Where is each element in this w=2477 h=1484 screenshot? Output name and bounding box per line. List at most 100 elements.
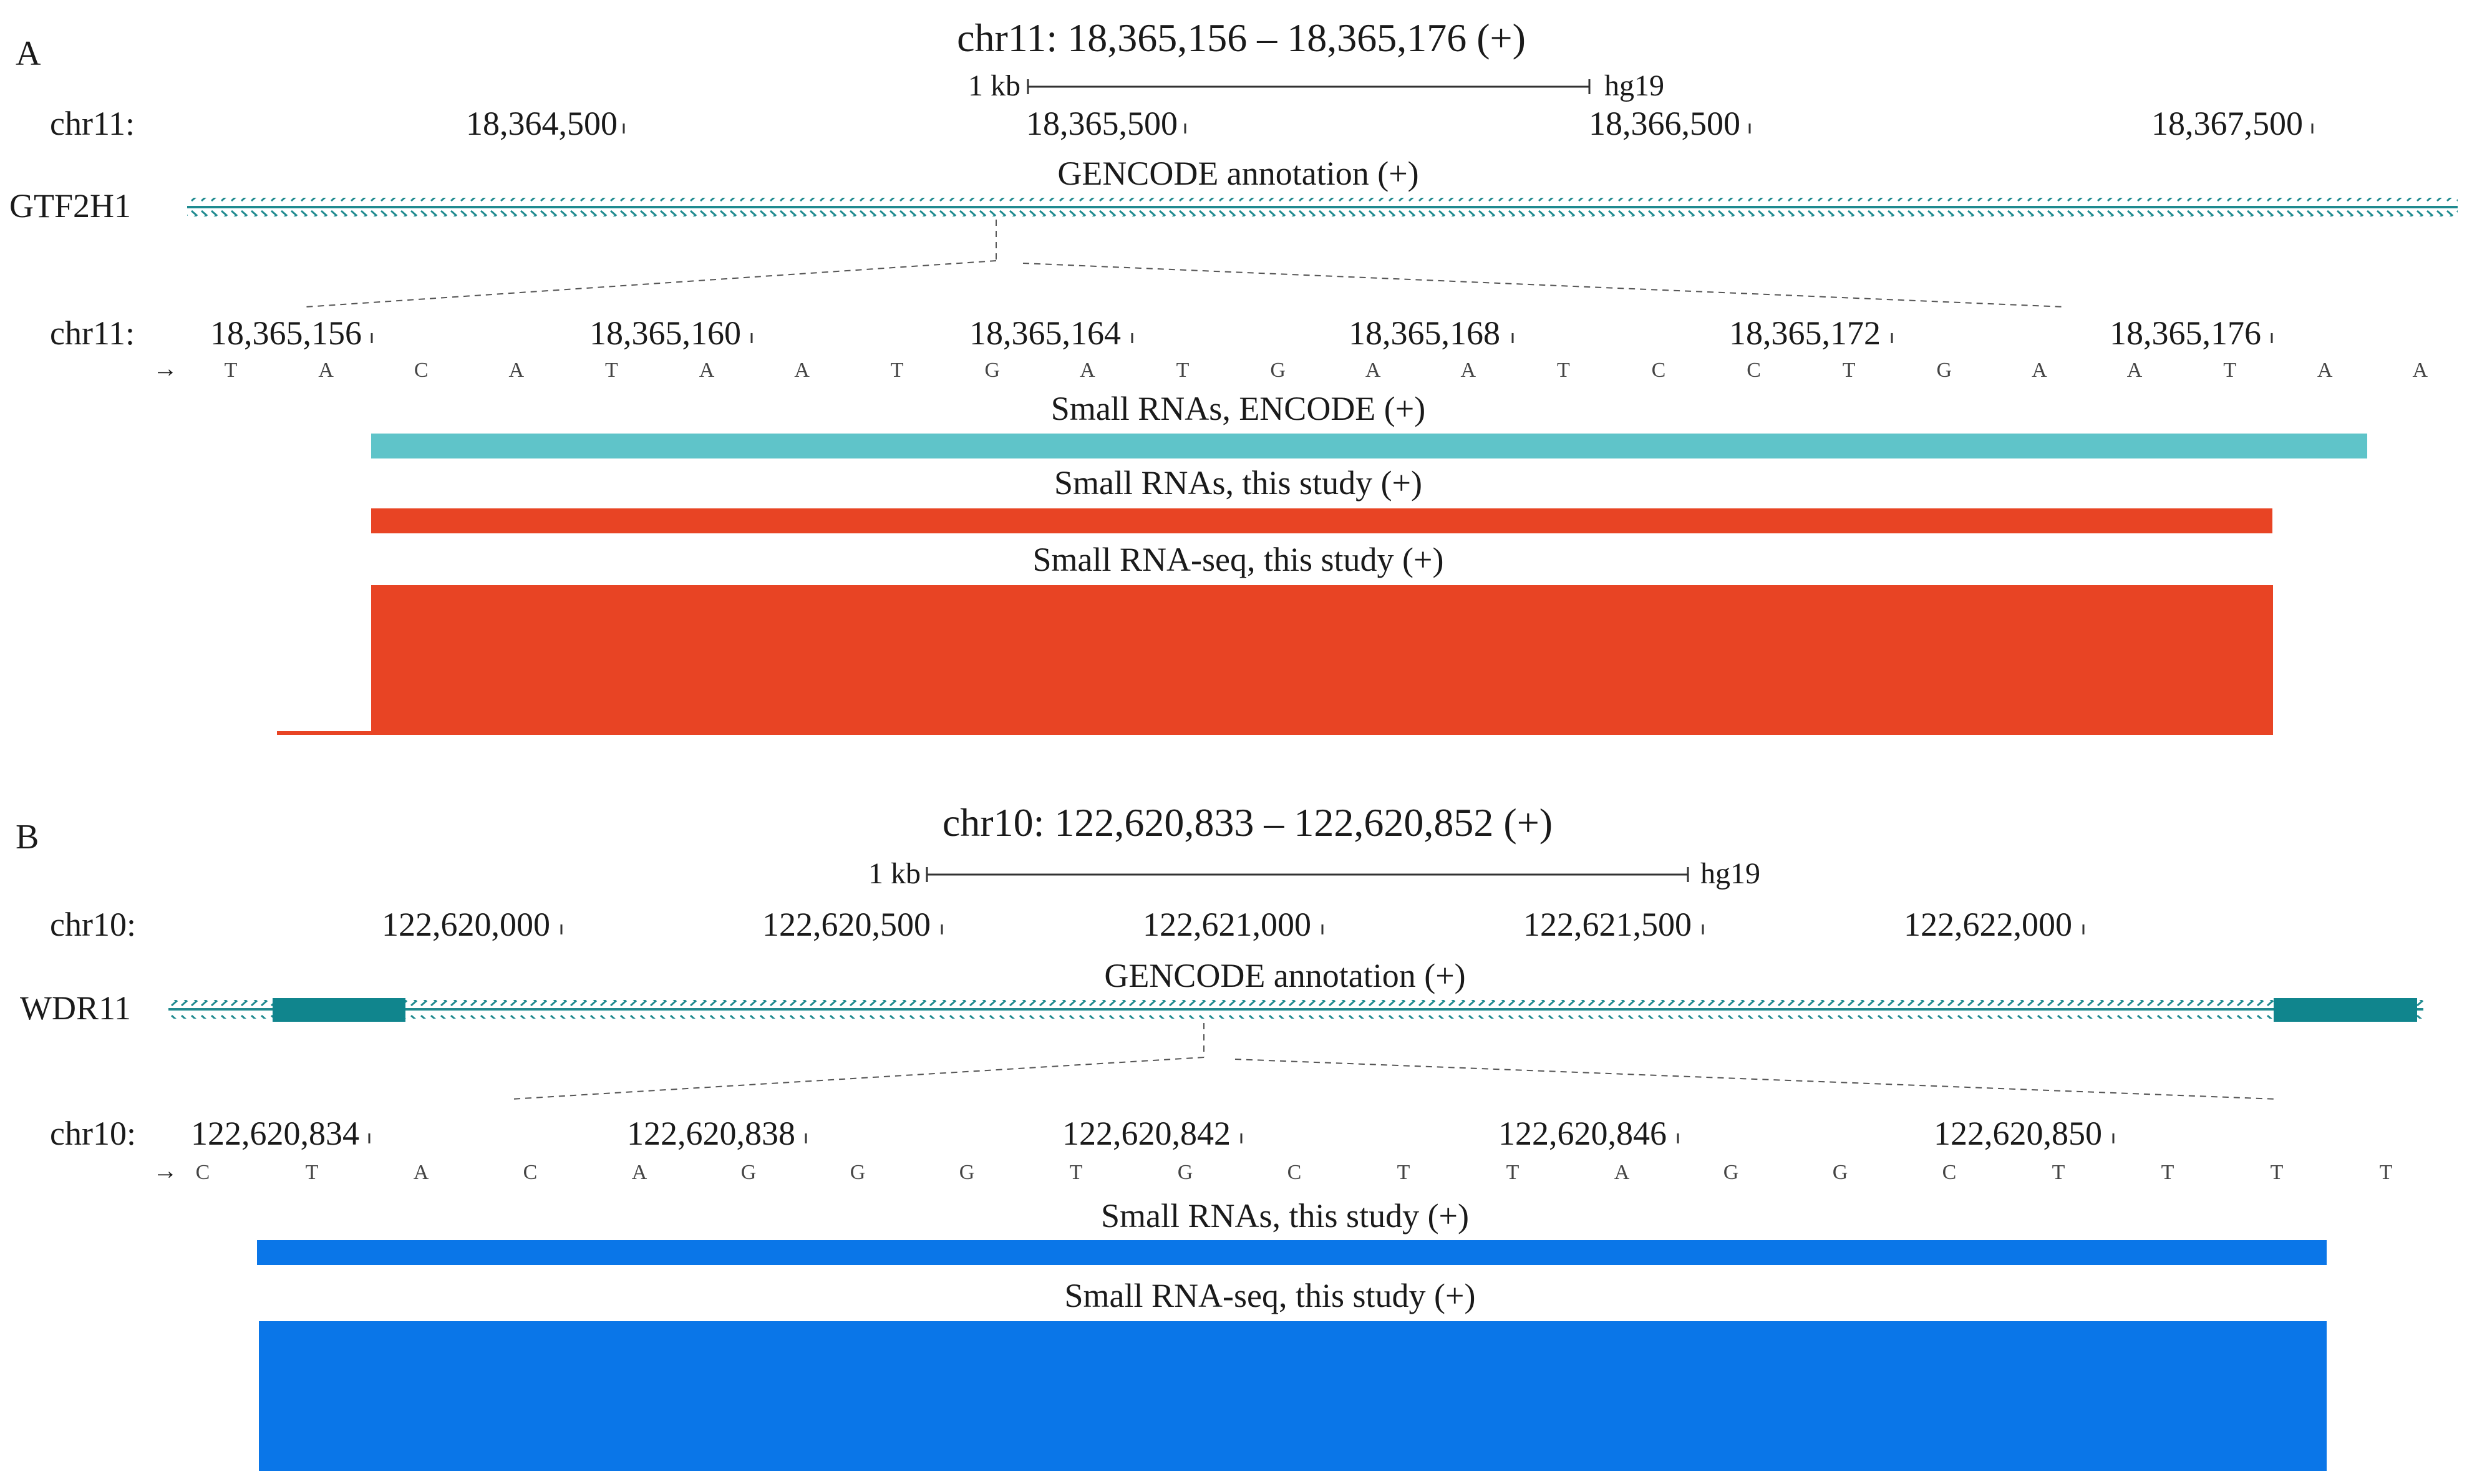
sequence-base: A bbox=[1365, 359, 1381, 382]
sequence-base: A bbox=[632, 1161, 647, 1184]
sequence-base: T bbox=[2161, 1161, 2174, 1184]
assembly-label-b: hg19 bbox=[1700, 857, 1760, 890]
overview-ruler-a: chr11: 18,364,500 18,365,500 18,366,500 … bbox=[50, 105, 2314, 142]
gene-label-gtf2h1: GTF2H1 bbox=[9, 187, 131, 225]
sequence-base: C bbox=[1747, 359, 1761, 382]
small-rna-this-study-feature bbox=[257, 1240, 2327, 1265]
sequence-base: T bbox=[1506, 1161, 1520, 1184]
small-rna-this-study-feature bbox=[371, 508, 2272, 533]
overview-tick-label: 18,365,500 bbox=[1026, 105, 1178, 142]
sequence-base: G bbox=[850, 1161, 866, 1184]
annotation-title-b: GENCODE annotation (+) bbox=[1104, 957, 1465, 994]
sequence-base: T bbox=[2271, 1161, 2284, 1184]
exon-block bbox=[2274, 998, 2417, 1022]
sequence-base: T bbox=[1070, 1161, 1083, 1184]
sequence-base: T bbox=[2380, 1161, 2393, 1184]
zoom-tick-label: 122,620,834 bbox=[191, 1115, 359, 1152]
sequence-base: T bbox=[225, 359, 238, 382]
strand-chevrons bbox=[168, 1000, 2423, 1019]
panel-a-title: chr11: 18,365,156 – 18,365,176 (+) bbox=[957, 16, 1526, 60]
zoom-tick-label: 18,365,160 bbox=[589, 314, 741, 352]
sequence-direction-arrow: → bbox=[153, 354, 178, 382]
sequence-base: T bbox=[1557, 359, 1570, 382]
gene-model-gtf2h1: GTF2H1 bbox=[9, 187, 2458, 225]
zoom-guides-b bbox=[511, 1023, 2277, 1100]
sequence-base: T bbox=[2223, 359, 2236, 382]
sequence-base: A bbox=[2413, 359, 2428, 382]
sequence-base: A bbox=[699, 359, 715, 382]
sequence-base: T bbox=[306, 1161, 319, 1184]
scale-bar-a: 1 kb hg19 bbox=[968, 69, 1664, 102]
exon-block bbox=[273, 998, 405, 1022]
overview-ruler-b: chr10: 122,620,000 122,620,500 122,621,0… bbox=[50, 906, 2085, 943]
sequence-base: A bbox=[1461, 359, 1476, 382]
sequence-base: G bbox=[741, 1161, 757, 1184]
sequence-base: T bbox=[891, 359, 904, 382]
scale-bar-b: 1 kb hg19 bbox=[868, 857, 1760, 890]
track-label: Small RNAs, this study (+) bbox=[1101, 1197, 1469, 1234]
sequence-base: G bbox=[1270, 359, 1286, 382]
panel-letter-b: B bbox=[16, 818, 39, 856]
sequence-base: T bbox=[2052, 1161, 2065, 1184]
gene-label-wdr11: WDR11 bbox=[20, 989, 131, 1027]
overview-tick-label: 122,621,500 bbox=[1523, 906, 1692, 943]
sequence-track-b: → C T A C A G G G T G C T T A G G C T T T T bbox=[153, 1157, 2393, 1185]
sequence-base: T bbox=[1397, 1161, 1410, 1184]
gene-model-wdr11: WDR11 bbox=[20, 989, 2423, 1027]
sequence-base: A bbox=[2032, 359, 2047, 382]
sequence-base: G bbox=[1723, 1161, 1739, 1184]
sequence-base: C bbox=[1287, 1161, 1302, 1184]
track-label: Small RNA-seq, this study (+) bbox=[1033, 541, 1444, 578]
scale-label-b: 1 kb bbox=[868, 857, 921, 890]
sequence-base: C bbox=[414, 359, 429, 382]
sequence-base: A bbox=[2317, 359, 2333, 382]
overview-tick-label: 122,620,000 bbox=[382, 906, 550, 943]
sequence-base: G bbox=[1833, 1161, 1848, 1184]
assembly-label-a: hg19 bbox=[1604, 69, 1664, 102]
zoom-chrom-label-a: chr11: bbox=[50, 314, 135, 352]
sequence-base: A bbox=[1080, 359, 1095, 382]
panel-b: B chr10: 122,620,833 – 122,620,852 (+) 1… bbox=[16, 800, 2423, 1471]
sequence-base: T bbox=[1843, 359, 1856, 382]
track-label: Small RNAs, ENCODE (+) bbox=[1051, 390, 1425, 427]
panel-b-title: chr10: 122,620,833 – 122,620,852 (+) bbox=[943, 800, 1553, 845]
annotation-title-a: GENCODE annotation (+) bbox=[1057, 155, 1418, 192]
sequence-base: C bbox=[523, 1161, 538, 1184]
sequence-base: G bbox=[1178, 1161, 1193, 1184]
sequence-base: T bbox=[605, 359, 618, 382]
sequence-direction-arrow: → bbox=[153, 1157, 178, 1185]
sequence-base: G bbox=[959, 1161, 975, 1184]
sequence-base: A bbox=[414, 1161, 429, 1184]
track-label: Small RNA-seq, this study (+) bbox=[1065, 1277, 1476, 1314]
zoom-tick-label: 18,365,164 bbox=[969, 314, 1121, 352]
overview-tick-label: 18,367,500 bbox=[2151, 105, 2303, 142]
panel-letter-a: A bbox=[16, 34, 41, 73]
zoom-tick-label: 122,620,850 bbox=[1934, 1115, 2102, 1152]
zoom-tick-label: 122,620,846 bbox=[1498, 1115, 1667, 1152]
sequence-base: T bbox=[1176, 359, 1190, 382]
sequence-base: A bbox=[2127, 359, 2143, 382]
zoom-ruler-a: chr11: 18,365,156 18,365,160 18,365,164 … bbox=[50, 314, 2273, 352]
sequence-base: A bbox=[509, 359, 525, 382]
sequence-base: G bbox=[985, 359, 1001, 382]
sequence-base: C bbox=[1652, 359, 1666, 382]
chrom-label-a: chr11: bbox=[50, 105, 135, 142]
sequence-base: A bbox=[794, 359, 810, 382]
zoom-tick-label: 122,620,842 bbox=[1062, 1115, 1231, 1152]
track-label: Small RNAs, this study (+) bbox=[1054, 464, 1422, 502]
zoom-ruler-b: chr10: 122,620,834 122,620,838 122,620,8… bbox=[50, 1115, 2115, 1152]
sequence-base: A bbox=[318, 359, 334, 382]
zoom-chrom-label-b: chr10: bbox=[50, 1115, 136, 1152]
zoom-tick-label: 18,365,172 bbox=[1729, 314, 1881, 352]
zoom-tick-label: 122,620,838 bbox=[627, 1115, 795, 1152]
small-rna-seq-coverage-b bbox=[259, 1321, 2327, 1471]
overview-tick-label: 18,366,500 bbox=[1589, 105, 1740, 142]
zoom-tick-label: 18,365,168 bbox=[1349, 314, 1500, 352]
sequence-base: C bbox=[1942, 1161, 1957, 1184]
zoom-tick-label: 18,365,156 bbox=[210, 314, 362, 352]
sequence-base: C bbox=[196, 1161, 210, 1184]
sequence-base: G bbox=[1937, 359, 1952, 382]
zoom-guides-a bbox=[305, 220, 2065, 308]
small-rna-encode-feature bbox=[371, 434, 2367, 458]
